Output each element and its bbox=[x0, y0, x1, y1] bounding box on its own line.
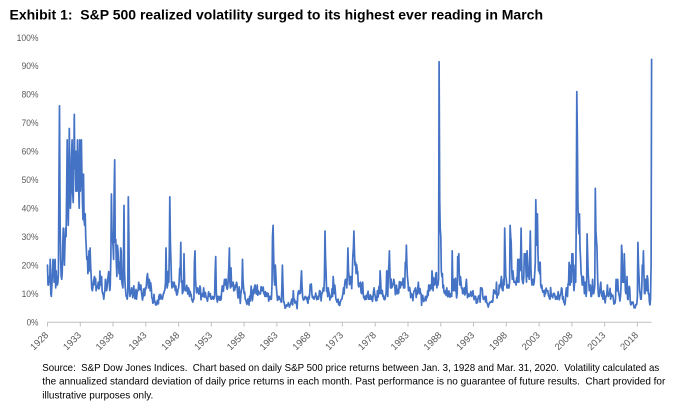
svg-text:40%: 40% bbox=[22, 204, 39, 215]
svg-text:1953: 1953 bbox=[192, 330, 215, 353]
svg-text:1933: 1933 bbox=[61, 330, 84, 353]
svg-text:1998: 1998 bbox=[487, 330, 510, 353]
svg-text:10%: 10% bbox=[22, 289, 39, 300]
svg-text:70%: 70% bbox=[22, 118, 39, 129]
svg-text:60%: 60% bbox=[22, 147, 39, 158]
svg-text:1963: 1963 bbox=[258, 330, 281, 353]
svg-text:1968: 1968 bbox=[291, 330, 314, 353]
svg-text:90%: 90% bbox=[22, 61, 39, 72]
svg-text:1988: 1988 bbox=[422, 330, 445, 353]
svg-text:2003: 2003 bbox=[520, 330, 543, 353]
svg-text:1993: 1993 bbox=[454, 330, 477, 353]
svg-text:illustrative purposes only.: illustrative purposes only. bbox=[42, 390, 153, 401]
svg-text:2013: 2013 bbox=[585, 330, 608, 353]
svg-text:1983: 1983 bbox=[389, 330, 412, 353]
svg-text:1973: 1973 bbox=[323, 330, 346, 353]
svg-text:Exhibit 1: S&P 500 realized v: Exhibit 1: S&P 500 realized volatility s… bbox=[10, 7, 544, 23]
svg-text:0%: 0% bbox=[27, 317, 39, 328]
svg-text:80%: 80% bbox=[22, 90, 39, 101]
svg-text:the annualized standard deviat: the annualized standard deviation of dai… bbox=[42, 377, 666, 388]
svg-text:50%: 50% bbox=[22, 175, 39, 186]
svg-text:100%: 100% bbox=[17, 33, 39, 44]
svg-text:1958: 1958 bbox=[225, 330, 248, 353]
svg-text:1938: 1938 bbox=[94, 330, 117, 353]
svg-text:2008: 2008 bbox=[553, 330, 576, 353]
svg-text:1978: 1978 bbox=[356, 330, 379, 353]
svg-text:1943: 1943 bbox=[127, 330, 150, 353]
svg-text:1928: 1928 bbox=[28, 330, 51, 353]
svg-text:1948: 1948 bbox=[159, 330, 182, 353]
svg-text:2018: 2018 bbox=[618, 330, 641, 353]
svg-text:20%: 20% bbox=[22, 260, 39, 271]
svg-text:Source: S&P Dow Jones Indices: Source: S&P Dow Jones Indices. Chart bas… bbox=[42, 363, 659, 374]
svg-text:30%: 30% bbox=[22, 232, 39, 243]
